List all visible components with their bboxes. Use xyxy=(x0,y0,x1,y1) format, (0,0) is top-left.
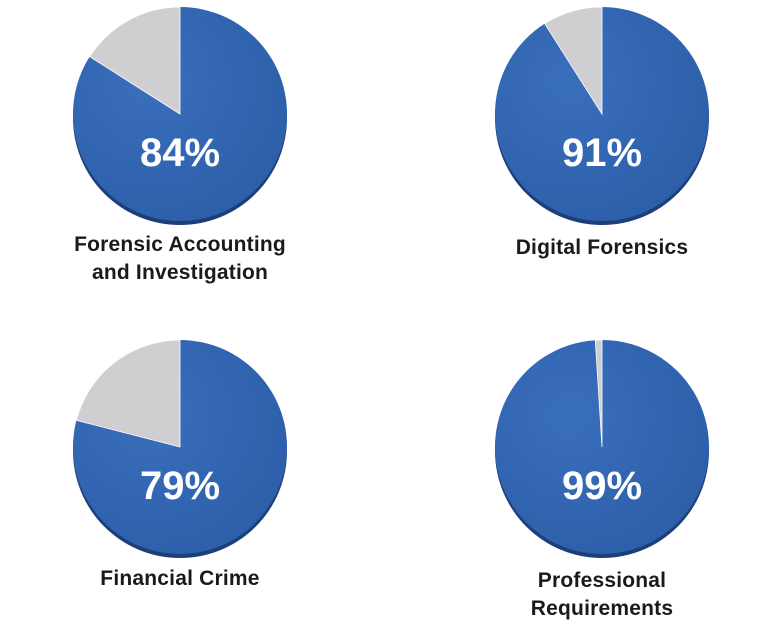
pie-slice-remainder xyxy=(75,339,181,448)
pie-caption-line: and Investigation xyxy=(92,261,268,284)
pie-slice-remainder xyxy=(89,6,181,115)
pie-slice-remainder xyxy=(544,6,603,116)
pie-caption-line: Financial Crime xyxy=(100,567,259,590)
pie-value-label: 84% xyxy=(140,131,220,175)
pie-chart-2: 91% Digital Forensics xyxy=(495,6,710,259)
pie-chart-4: 99% Professional Requirements xyxy=(494,339,709,620)
pie-slice-remainder xyxy=(594,339,603,448)
pie-caption-line: Professional xyxy=(538,569,666,592)
pie-value-label: 91% xyxy=(562,131,642,175)
pie-chart-3: 79% Financial Crime xyxy=(72,339,287,590)
pie-caption-line: Digital Forensics xyxy=(516,236,689,259)
pie-caption-line: Requirements xyxy=(531,597,673,620)
pie-chart-1: 84% Forensic Accounting and Investigation xyxy=(73,6,288,284)
pie-value-label: 99% xyxy=(562,464,642,508)
pie-caption-line: Forensic Accounting xyxy=(74,233,286,256)
pie-value-label: 79% xyxy=(140,464,220,508)
